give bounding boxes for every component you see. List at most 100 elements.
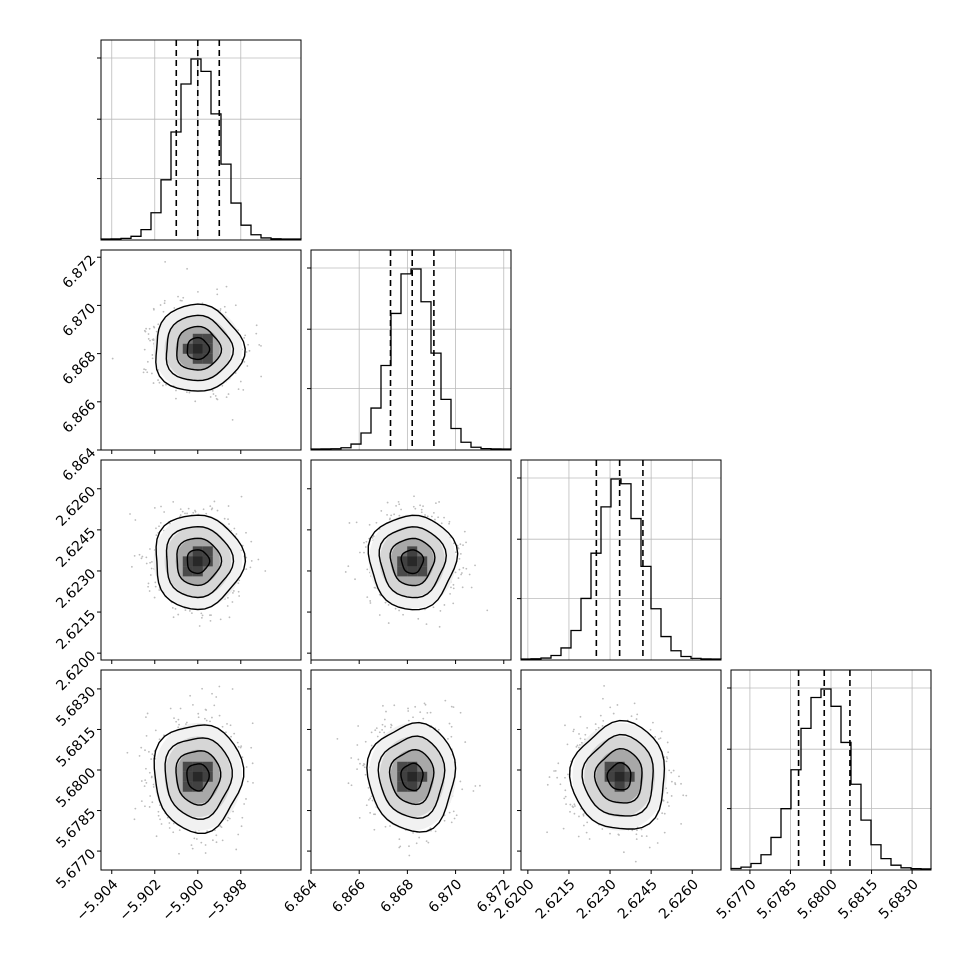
- sample-point: [414, 705, 417, 708]
- sample-point: [663, 831, 666, 834]
- contour-line-3: [155, 303, 246, 392]
- sample-point: [205, 719, 208, 722]
- sample-point: [227, 393, 230, 395]
- sample-point: [424, 703, 427, 706]
- sample-point: [231, 418, 234, 421]
- sample-point: [241, 756, 244, 759]
- sample-point: [239, 380, 242, 383]
- sample-point: [580, 807, 582, 810]
- sample-point: [264, 570, 267, 572]
- sample-point: [359, 762, 361, 765]
- sample-point: [408, 845, 410, 848]
- sample-point: [169, 522, 171, 525]
- sample-point: [234, 304, 237, 307]
- sample-point: [634, 860, 637, 863]
- x-tick-label: 5.6785: [754, 876, 800, 922]
- sample-point: [233, 527, 236, 530]
- sample-point: [387, 603, 390, 606]
- x-tick-label: 6.870: [426, 876, 466, 916]
- sample-point: [200, 841, 203, 844]
- y-tick-label: 6.872: [60, 252, 100, 292]
- sample-point: [152, 786, 155, 788]
- sample-point: [556, 776, 559, 779]
- sample-point: [461, 586, 464, 589]
- sample-point: [636, 713, 639, 716]
- x-tick-label: −5.898: [203, 876, 251, 924]
- sample-point: [423, 702, 426, 705]
- sample-point: [143, 329, 146, 332]
- sample-point: [205, 709, 208, 711]
- sample-point: [453, 817, 456, 820]
- sample-point: [157, 323, 160, 326]
- sample-point: [668, 805, 670, 807]
- sample-point: [239, 746, 242, 749]
- sample-point: [150, 372, 153, 375]
- panel-frame: [100, 249, 302, 451]
- sample-point: [157, 379, 159, 381]
- sample-point: [635, 718, 638, 720]
- sample-point: [140, 780, 143, 782]
- sample-point: [459, 552, 462, 555]
- sample-point: [158, 738, 161, 741]
- sample-point: [194, 510, 197, 513]
- density-block: [417, 566, 428, 577]
- sample-point: [219, 308, 222, 310]
- sample-point: [458, 557, 461, 560]
- sample-point: [143, 368, 146, 371]
- sample-point: [232, 592, 234, 594]
- sample-point: [213, 500, 216, 503]
- sample-point: [609, 706, 612, 709]
- sample-point: [347, 782, 350, 785]
- sample-point: [440, 522, 443, 525]
- sample-point: [200, 616, 203, 619]
- sample-point: [243, 336, 246, 339]
- sample-point: [226, 722, 228, 725]
- density-block: [192, 781, 203, 792]
- sample-point: [640, 835, 643, 837]
- sample-point: [452, 706, 455, 709]
- sample-point: [350, 757, 353, 759]
- density-block: [182, 566, 193, 577]
- sample-point: [181, 299, 183, 302]
- sample-point: [582, 824, 585, 827]
- contour-line-0: [400, 549, 425, 575]
- sample-point: [216, 293, 219, 296]
- sample-point: [448, 722, 451, 725]
- sample-point: [407, 707, 409, 710]
- sample-point: [220, 826, 223, 829]
- sample-point: [197, 290, 199, 293]
- contour-line-3: [568, 719, 666, 830]
- sample-point: [194, 400, 197, 403]
- sample-point: [258, 343, 261, 346]
- sample-point: [357, 758, 360, 761]
- sample-point: [138, 553, 141, 556]
- sample-point: [245, 568, 248, 571]
- contour-line-2: [164, 737, 233, 820]
- sample-point: [250, 746, 253, 749]
- sample-point: [154, 581, 157, 584]
- sample-point: [168, 822, 171, 824]
- sample-point: [386, 501, 389, 504]
- sample-point: [209, 505, 212, 508]
- panel-frame: [100, 459, 302, 661]
- sample-point: [566, 743, 569, 746]
- sample-point: [154, 729, 157, 732]
- sample-point: [460, 573, 463, 576]
- sample-point: [187, 507, 190, 510]
- sample-point: [426, 515, 429, 518]
- sample-point: [424, 514, 426, 516]
- sample-point: [448, 811, 451, 814]
- sample-point: [151, 753, 154, 756]
- sample-point: [438, 501, 440, 503]
- sample-point: [175, 720, 178, 723]
- sample-point: [586, 726, 589, 729]
- sample-point: [394, 607, 397, 610]
- sample-point: [365, 804, 368, 807]
- sample-point: [656, 842, 659, 844]
- density-block: [202, 353, 213, 364]
- sample-point: [388, 518, 391, 521]
- sample-point: [229, 724, 232, 727]
- panel-frame: [310, 249, 512, 451]
- sample-point: [190, 612, 193, 615]
- sample-point: [234, 372, 237, 374]
